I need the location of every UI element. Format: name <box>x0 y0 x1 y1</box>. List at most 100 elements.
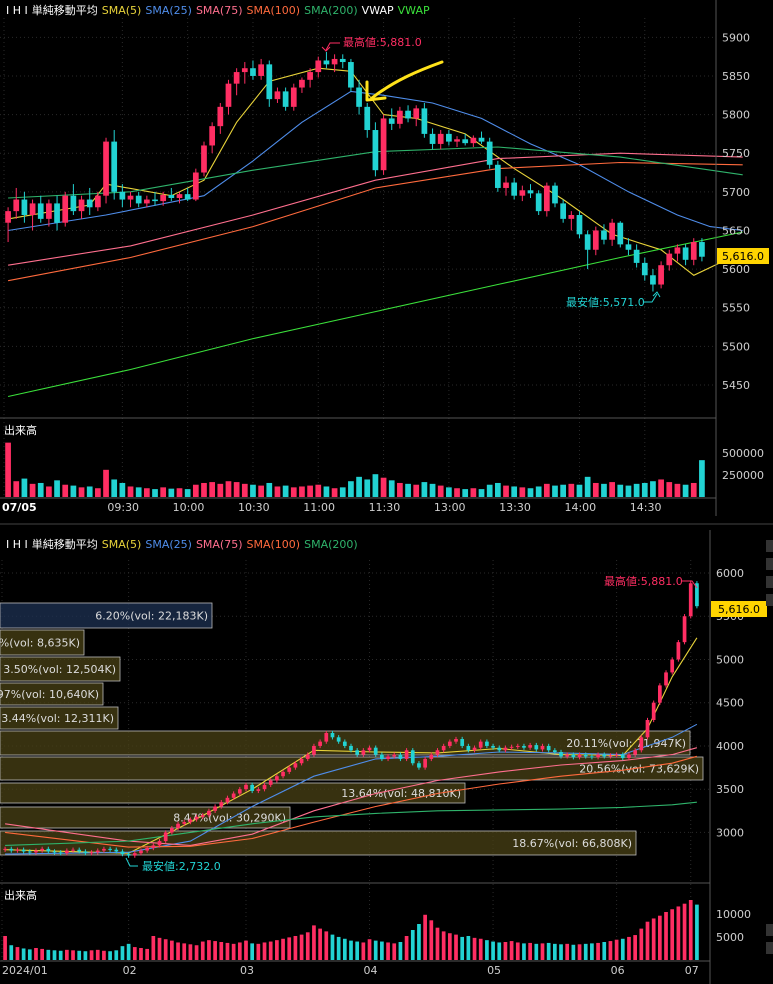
candle-body[interactable] <box>225 797 230 803</box>
candle-body[interactable] <box>323 60 330 65</box>
candle-body[interactable] <box>65 850 69 854</box>
candle-body[interactable] <box>119 191 126 200</box>
candle-body[interactable] <box>157 841 162 846</box>
candle-body[interactable] <box>592 230 599 250</box>
candle-body[interactable] <box>355 750 360 755</box>
legend-item[interactable]: VWAP <box>362 4 394 17</box>
candle-body[interactable] <box>429 133 436 144</box>
candle-body[interactable] <box>577 754 582 758</box>
volume-profile-box[interactable] <box>0 830 637 856</box>
candle-body[interactable] <box>176 823 180 829</box>
candle-body[interactable] <box>163 832 168 842</box>
candle-body[interactable] <box>503 747 508 751</box>
candle-body[interactable] <box>361 750 366 755</box>
candle-body[interactable] <box>664 672 668 686</box>
candle-body[interactable] <box>114 849 119 852</box>
candle-body[interactable] <box>120 851 125 855</box>
volume-profile-box[interactable] <box>0 756 704 781</box>
candle-body[interactable] <box>342 741 347 746</box>
candle-body[interactable] <box>405 110 411 119</box>
top-candles[interactable] <box>5 51 705 292</box>
candle-body[interactable] <box>491 745 495 748</box>
candle-body[interactable] <box>552 750 557 752</box>
candle-body[interactable] <box>633 750 637 755</box>
candle-body[interactable] <box>168 194 175 199</box>
candle-body[interactable] <box>478 137 485 142</box>
candle-body[interactable] <box>46 203 52 219</box>
candle-body[interactable] <box>151 845 156 848</box>
candle-body[interactable] <box>266 64 273 100</box>
legend-item[interactable]: SMA(100) <box>247 538 301 551</box>
candle-body[interactable] <box>688 583 693 617</box>
candle-body[interactable] <box>182 822 187 824</box>
candle-body[interactable] <box>560 203 567 219</box>
candle-body[interactable] <box>62 195 69 223</box>
candle-body[interactable] <box>380 118 387 171</box>
candle-body[interactable] <box>590 756 594 758</box>
candle-body[interactable] <box>423 758 427 768</box>
candle-body[interactable] <box>404 750 409 759</box>
candle-body[interactable] <box>497 747 502 751</box>
candle-body[interactable] <box>699 242 705 257</box>
candle-body[interactable] <box>126 854 131 856</box>
legend-item[interactable]: SMA(75) <box>196 538 243 551</box>
candle-body[interactable] <box>281 771 285 777</box>
candle-body[interactable] <box>417 763 421 768</box>
candle-body[interactable] <box>639 737 644 751</box>
side-scroll-controls[interactable] <box>766 540 773 954</box>
candle-body[interactable] <box>58 852 63 854</box>
candle-body[interactable] <box>305 754 310 759</box>
candle-body[interactable] <box>71 849 75 851</box>
candle-body[interactable] <box>511 182 518 196</box>
candle-body[interactable] <box>318 741 322 746</box>
candle-body[interactable] <box>446 133 452 142</box>
candle-body[interactable] <box>331 58 338 65</box>
candle-body[interactable] <box>145 848 150 851</box>
candle-body[interactable] <box>682 616 687 643</box>
candle-body[interactable] <box>608 755 613 757</box>
scroll-down-button[interactable] <box>766 594 773 606</box>
candle-body[interactable] <box>250 784 255 791</box>
candle-body[interactable] <box>429 754 434 759</box>
candle-body[interactable] <box>339 58 346 63</box>
candle-body[interactable] <box>127 195 134 200</box>
legend-item[interactable]: SMA(200) <box>304 538 358 551</box>
candle-body[interactable] <box>584 234 591 250</box>
candle-body[interactable] <box>356 87 362 107</box>
candle-body[interactable] <box>515 745 520 747</box>
candle-body[interactable] <box>437 133 444 144</box>
candle-body[interactable] <box>627 754 631 759</box>
candle-body[interactable] <box>372 130 379 171</box>
volume-profile-box[interactable] <box>0 782 466 804</box>
candle-body[interactable] <box>170 828 174 833</box>
legend-item[interactable]: SMA(5) <box>102 538 142 551</box>
candle-body[interactable] <box>386 756 390 759</box>
candle-body[interactable] <box>37 203 44 219</box>
candle-body[interactable] <box>527 190 534 194</box>
candle-body[interactable] <box>559 752 563 757</box>
candle-body[interactable] <box>176 194 183 199</box>
candle-body[interactable] <box>364 106 371 131</box>
candle-body[interactable] <box>410 750 415 764</box>
candle-body[interactable] <box>676 642 681 660</box>
candle-body[interactable] <box>244 784 248 790</box>
legend-item[interactable]: SMA(100) <box>247 4 301 17</box>
candle-body[interactable] <box>194 816 199 820</box>
candle-body[interactable] <box>143 199 150 204</box>
candle-body[interactable] <box>388 118 395 124</box>
candle-body[interactable] <box>546 745 551 751</box>
candle-body[interactable] <box>620 754 625 759</box>
candle-body[interactable] <box>188 819 193 823</box>
candle-body[interactable] <box>576 215 583 235</box>
candle-body[interactable] <box>21 849 26 852</box>
candle-body[interactable] <box>454 139 460 142</box>
candle-body[interactable] <box>617 222 624 245</box>
candle-body[interactable] <box>349 745 353 751</box>
candle-body[interactable] <box>454 739 458 742</box>
candle-body[interactable] <box>13 199 20 212</box>
candle-body[interactable] <box>219 802 224 807</box>
candle-body[interactable] <box>95 195 101 208</box>
scroll-up-button[interactable] <box>766 540 773 552</box>
candle-body[interactable] <box>192 172 199 200</box>
candle-body[interactable] <box>485 741 489 746</box>
